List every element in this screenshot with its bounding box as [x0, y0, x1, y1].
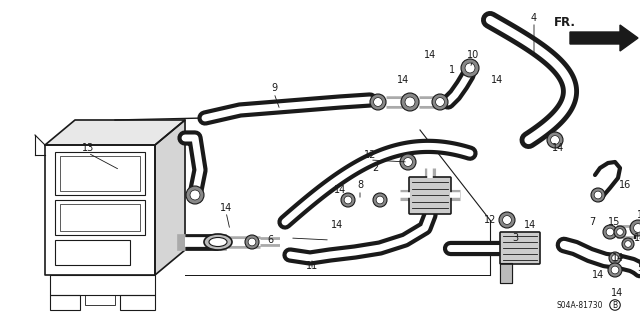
Circle shape: [400, 154, 416, 170]
Text: 14: 14: [611, 288, 623, 298]
Polygon shape: [45, 145, 155, 275]
Text: 14: 14: [331, 220, 343, 230]
Text: 14: 14: [334, 185, 346, 195]
Circle shape: [499, 212, 515, 228]
Circle shape: [547, 132, 563, 148]
Text: 1: 1: [449, 65, 455, 75]
Circle shape: [625, 241, 631, 247]
FancyBboxPatch shape: [409, 177, 451, 214]
Text: 7: 7: [589, 217, 595, 227]
Circle shape: [248, 238, 256, 246]
Circle shape: [376, 196, 384, 204]
Text: S04A-81730: S04A-81730: [557, 300, 604, 309]
Circle shape: [634, 224, 640, 233]
Text: 5: 5: [637, 263, 640, 273]
Text: 14: 14: [612, 253, 624, 263]
FancyBboxPatch shape: [500, 232, 540, 264]
Circle shape: [190, 190, 200, 200]
Circle shape: [370, 94, 386, 110]
Text: 14: 14: [552, 143, 564, 153]
Text: 14: 14: [524, 220, 536, 230]
Text: 2: 2: [372, 163, 378, 173]
Circle shape: [344, 196, 352, 204]
Text: 15: 15: [608, 217, 620, 227]
Text: 14: 14: [491, 75, 503, 85]
Circle shape: [594, 191, 602, 199]
Circle shape: [373, 193, 387, 207]
Text: 14: 14: [220, 203, 232, 213]
Text: 11: 11: [306, 261, 318, 271]
Circle shape: [614, 226, 626, 238]
Circle shape: [622, 238, 634, 250]
Ellipse shape: [209, 238, 227, 247]
Ellipse shape: [204, 234, 232, 250]
Circle shape: [186, 186, 204, 204]
Circle shape: [617, 229, 623, 235]
Circle shape: [401, 93, 419, 111]
Text: 14: 14: [397, 75, 409, 85]
Text: 1: 1: [637, 210, 640, 220]
Text: 13: 13: [82, 143, 94, 153]
Circle shape: [374, 98, 383, 107]
Polygon shape: [155, 120, 185, 275]
Text: 3: 3: [512, 233, 518, 243]
Circle shape: [436, 98, 444, 107]
Text: 12: 12: [364, 150, 376, 160]
Circle shape: [404, 158, 412, 167]
Circle shape: [502, 216, 511, 224]
Text: 6: 6: [267, 235, 273, 245]
Polygon shape: [500, 263, 512, 283]
Polygon shape: [45, 120, 185, 145]
Text: 9: 9: [271, 83, 277, 93]
Circle shape: [603, 225, 617, 239]
Text: FR.: FR.: [554, 16, 576, 28]
Circle shape: [611, 266, 619, 274]
Circle shape: [550, 136, 559, 145]
Text: 4: 4: [531, 13, 537, 23]
Text: 14: 14: [592, 270, 604, 280]
Circle shape: [609, 252, 621, 264]
Circle shape: [591, 188, 605, 202]
Circle shape: [612, 255, 618, 261]
Text: 10: 10: [467, 50, 479, 60]
Text: 14: 14: [424, 50, 436, 60]
Circle shape: [630, 220, 640, 236]
Circle shape: [465, 63, 475, 73]
Text: 14: 14: [634, 233, 640, 243]
Polygon shape: [570, 25, 638, 51]
Text: 8: 8: [357, 180, 363, 190]
Text: 16: 16: [619, 180, 631, 190]
Circle shape: [341, 193, 355, 207]
Circle shape: [461, 59, 479, 77]
Circle shape: [245, 235, 259, 249]
Circle shape: [608, 263, 622, 277]
Circle shape: [405, 97, 415, 107]
Text: 12: 12: [484, 215, 496, 225]
Circle shape: [432, 94, 448, 110]
Circle shape: [606, 228, 614, 236]
Text: B: B: [612, 300, 618, 309]
